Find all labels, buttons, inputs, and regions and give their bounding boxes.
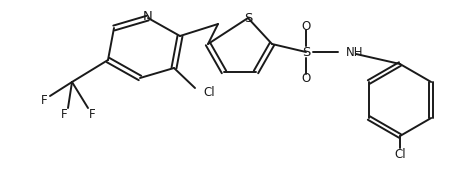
Text: O: O — [301, 72, 311, 85]
Text: N: N — [143, 10, 153, 23]
Text: F: F — [41, 94, 47, 107]
Text: Cl: Cl — [394, 147, 406, 160]
Text: O: O — [301, 20, 311, 33]
Text: S: S — [244, 12, 252, 25]
Text: NH: NH — [346, 46, 363, 59]
Text: Cl: Cl — [203, 87, 215, 100]
Text: F: F — [61, 109, 67, 122]
Text: S: S — [302, 46, 310, 59]
Text: F: F — [89, 109, 95, 122]
